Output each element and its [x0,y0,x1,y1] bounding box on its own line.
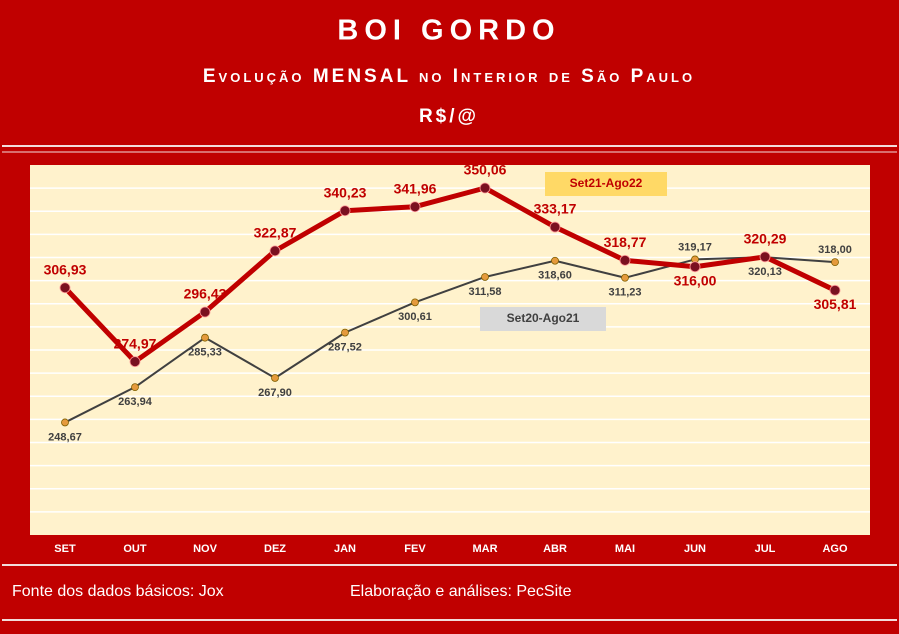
x-tick-label: OUT [123,543,147,555]
data-point [759,251,771,263]
data-point [481,273,489,281]
data-label: 318,77 [604,234,647,250]
data-label: 311,58 [468,286,501,298]
data-label: 305,81 [814,296,857,312]
data-label: 311,23 [608,287,641,299]
x-tick-label: SET [54,543,76,555]
data-label: 285,33 [188,347,222,359]
data-point [61,418,69,427]
legend-box [480,307,606,331]
chart-subtitle: Evolução MENSAL no Interior de São Paulo [203,66,695,87]
legend-label: Set21-Ago22 [570,176,643,190]
data-label: 248,67 [48,431,82,443]
data-point [549,221,561,233]
footer-credit: Elaboração e análises: PecSite [350,583,572,600]
data-label: 318,60 [538,270,572,282]
x-tick-label: ABR [543,543,567,555]
data-point [339,205,351,217]
data-point [409,201,421,213]
series-line [64,256,836,424]
data-label: 319,17 [678,241,712,253]
data-label: 320,13 [748,266,782,278]
x-tick-label: MAI [615,543,635,555]
series-line [63,185,837,365]
legend-box [545,172,667,196]
data-point [619,254,631,266]
x-tick-label: DEZ [264,543,286,555]
data-label: 306,93 [44,261,87,277]
chart-title: BOI GORDO [337,15,560,47]
data-point [131,383,139,392]
data-point [129,356,141,368]
data-label: 287,52 [328,342,362,354]
data-label: 340,23 [324,184,367,200]
data-label: 267,90 [258,387,292,399]
data-label: 320,29 [744,231,787,247]
data-label: 318,00 [818,244,852,256]
data-point [829,284,841,296]
data-point [551,256,559,265]
data-point [621,273,629,282]
data-label: 274,97 [114,335,157,351]
data-point [59,282,71,294]
x-tick-label: FEV [404,543,426,555]
data-label: 350,06 [464,162,507,178]
legend-label: Set20-Ago21 [507,311,580,325]
data-label: 296,43 [184,286,227,302]
x-tick-label: NOV [193,543,218,555]
x-tick-label: JUN [684,543,706,555]
footer-source: Fonte dos dados básicos: Jox [12,583,224,600]
data-label: 322,87 [254,225,297,241]
data-label: 300,61 [398,311,432,323]
x-tick-label: JUL [755,543,776,555]
x-tick-label: AGO [822,543,848,555]
data-point [269,245,281,257]
data-label: 263,94 [118,396,153,408]
data-label: 341,96 [394,180,437,196]
data-point [199,306,211,318]
data-label: 316,00 [674,272,717,288]
data-point [341,328,349,337]
x-tick-label: MAR [472,543,497,555]
data-point [689,261,701,273]
data-point [831,258,839,267]
unit-label: R$/@ [419,106,479,127]
data-point [201,333,209,342]
data-point [411,298,419,307]
data-point [479,182,491,194]
data-label: 333,17 [534,201,577,217]
x-tick-label: JAN [334,543,356,555]
data-point [271,374,279,382]
